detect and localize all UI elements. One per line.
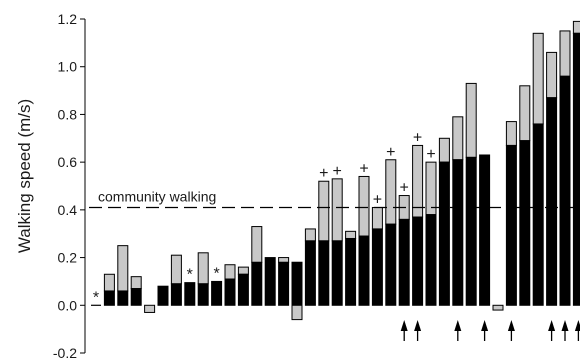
bar-baseline <box>519 140 531 306</box>
bar-baseline <box>345 237 357 306</box>
up-arrow-icon <box>454 320 462 341</box>
plus-mark: + <box>333 163 342 180</box>
plus-mark: + <box>426 146 435 163</box>
y-axis-title: Walking speed (m/s) <box>15 99 34 253</box>
bar-baseline <box>237 273 249 306</box>
bar-change <box>572 20 580 34</box>
bar-baseline <box>197 283 209 306</box>
plus-mark: + <box>373 191 382 208</box>
bar-change <box>170 254 182 285</box>
bar-baseline <box>170 283 182 306</box>
bar-baseline <box>465 156 477 306</box>
up-arrow-icon <box>400 320 408 341</box>
bar-marks <box>91 20 580 321</box>
bar-change <box>505 121 517 146</box>
y-tick-label: 0.2 <box>58 250 78 266</box>
bar-change <box>144 304 156 313</box>
asterisk-mark: * <box>187 267 193 284</box>
bar-change <box>385 159 397 225</box>
bar-change <box>130 276 142 290</box>
bar-baseline <box>572 32 580 306</box>
bar-change <box>358 175 370 237</box>
bar-change <box>117 245 129 292</box>
bar-baseline <box>438 161 450 306</box>
bar-baseline <box>304 240 316 306</box>
bar-change <box>318 180 330 242</box>
bar-change <box>519 85 531 142</box>
bar-change <box>532 32 544 125</box>
bar-baseline <box>211 280 223 306</box>
y-tick-label: 0.4 <box>58 202 78 218</box>
bar-change <box>197 252 209 285</box>
plus-mark: + <box>359 160 368 177</box>
asterisk-mark: * <box>213 265 219 282</box>
bar-change <box>412 144 424 218</box>
bar-change <box>251 226 263 263</box>
bar-baseline <box>452 159 464 306</box>
bar-change <box>345 230 357 239</box>
community-walking-label: community walking <box>98 188 216 204</box>
y-axis-ticks: -0.2 0.0 0.2 0.4 0.6 0.8 1.0 1.2 <box>53 11 85 361</box>
bar-baseline <box>291 261 303 306</box>
bar-baseline <box>117 290 129 306</box>
arrow-marks <box>400 320 580 341</box>
up-arrow-icon <box>507 320 515 341</box>
bar-baseline <box>264 257 276 306</box>
y-tick-label: 0.6 <box>58 154 78 170</box>
bar-baseline <box>358 235 370 306</box>
plus-mark: + <box>386 144 395 161</box>
bar-baseline <box>425 214 437 306</box>
bar-baseline <box>184 282 196 306</box>
bar-change <box>331 178 343 242</box>
y-tick-label: 1.0 <box>58 59 78 75</box>
bar-baseline <box>398 218 410 306</box>
bar-change <box>438 137 450 163</box>
bar-baseline <box>157 285 169 306</box>
bar-change <box>237 266 249 275</box>
bar-baseline <box>318 240 330 306</box>
bar-baseline <box>412 216 424 306</box>
bar-baseline <box>278 261 290 306</box>
bar-baseline <box>130 288 142 306</box>
asterisk-mark: * <box>93 289 99 306</box>
y-tick-label: 0.8 <box>58 106 78 122</box>
bar-change <box>304 228 316 242</box>
bar-change <box>278 257 290 263</box>
up-arrow-icon <box>561 320 569 341</box>
bar-baseline <box>331 240 343 306</box>
bar-change <box>371 206 383 230</box>
bar-baseline <box>224 278 236 306</box>
y-tick-label: 1.2 <box>58 11 78 27</box>
bar-baseline <box>103 290 115 306</box>
bar-change <box>103 273 115 292</box>
bar-change <box>224 264 236 280</box>
bar-baseline <box>479 154 491 306</box>
plus-mark: + <box>413 129 422 146</box>
significance-marks: ** *+ + ++++++ <box>93 129 436 306</box>
bar-change <box>559 30 571 77</box>
y-tick-label: -0.2 <box>53 345 77 361</box>
up-arrow-icon <box>548 320 556 341</box>
bar-change <box>452 116 464 161</box>
bar-change <box>492 304 504 311</box>
y-tick-label: 0.0 <box>58 297 78 313</box>
bar-baseline <box>505 144 517 306</box>
bar-change <box>425 161 437 216</box>
bar-baseline <box>559 75 571 306</box>
bar-change <box>546 51 558 99</box>
plus-mark: + <box>400 180 409 197</box>
bar-baseline <box>546 97 558 306</box>
up-arrow-icon <box>481 320 489 341</box>
up-arrow-icon <box>414 320 422 341</box>
plus-mark: + <box>319 165 328 182</box>
bar-baseline <box>385 223 397 306</box>
bar-baseline <box>371 228 383 306</box>
bar-baseline <box>251 261 263 306</box>
up-arrow-icon <box>574 320 580 341</box>
bar-change <box>465 82 477 158</box>
bar-baseline <box>532 123 544 306</box>
